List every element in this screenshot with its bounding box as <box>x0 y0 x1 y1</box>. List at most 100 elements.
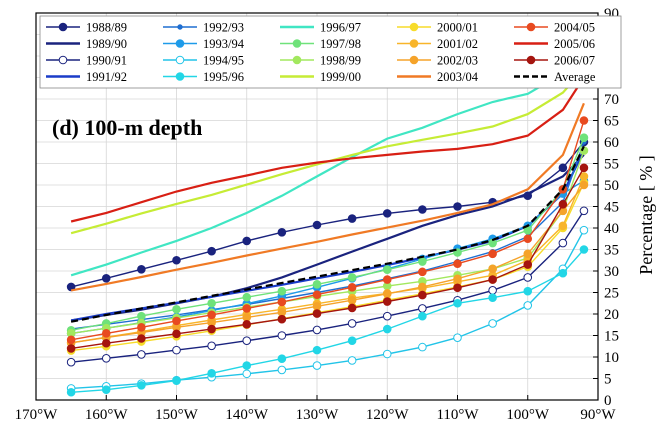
series-line <box>70 150 585 335</box>
data-point <box>347 303 357 313</box>
y-tick-label: 0 <box>604 393 612 409</box>
y-tick-label: 40 <box>604 221 619 237</box>
data-point <box>207 310 216 320</box>
data-point <box>242 292 252 302</box>
legend-entry: 2006/07 <box>514 54 595 68</box>
y-tick-label: 60 <box>604 135 619 151</box>
legend-label: 2005/06 <box>554 37 595 51</box>
legend-entry: 1991/92 <box>46 70 127 84</box>
x-tick-label: 100°W <box>506 407 549 423</box>
data-point <box>277 365 287 375</box>
legend-marker <box>409 55 419 65</box>
x-tick-label: 110°W <box>436 407 479 423</box>
series-line <box>70 76 585 223</box>
data-point <box>382 209 392 218</box>
data-point <box>523 234 533 244</box>
series-line <box>70 167 585 350</box>
data-point <box>523 273 533 282</box>
legend-marker <box>526 22 536 32</box>
data-point <box>453 274 462 284</box>
y-tick-label: 55 <box>604 157 619 173</box>
data-point <box>242 369 252 379</box>
legend-label: 1991/92 <box>86 70 127 84</box>
data-point <box>347 273 357 282</box>
data-point <box>172 329 181 339</box>
legend-marker <box>177 24 183 30</box>
data-point <box>347 295 357 305</box>
data-point <box>66 335 76 345</box>
data-point <box>101 353 111 363</box>
legend-marker <box>58 55 68 65</box>
series-line <box>70 137 585 331</box>
legend-label: 1998/99 <box>320 54 361 68</box>
data-point <box>101 385 111 394</box>
data-point <box>382 265 392 275</box>
legend: 1988/89 1989/90 1990/91 1991/92 1992/93 1993/… <box>39 15 622 89</box>
series-line <box>70 68 585 235</box>
data-point <box>453 202 462 211</box>
data-point <box>242 304 252 313</box>
y-tick-label: 45 <box>604 200 619 216</box>
series-line <box>71 210 585 363</box>
legend-entry: 1999/00 <box>280 70 361 84</box>
data-point <box>453 259 462 268</box>
y-tick-label: 35 <box>604 243 619 259</box>
legend-label: 2000/01 <box>437 21 478 35</box>
data-point <box>382 289 392 299</box>
series-2003-04 <box>70 102 585 292</box>
data-point <box>347 283 357 292</box>
data-point <box>66 282 76 292</box>
data-point <box>523 260 533 269</box>
data-point <box>242 320 252 329</box>
legend-label: 1990/91 <box>86 54 127 68</box>
legend-entry: 2000/01 <box>397 21 478 35</box>
x-tick-label: 90°W <box>580 407 616 423</box>
legend-label: 2006/07 <box>554 54 595 68</box>
data-point <box>137 334 146 343</box>
legend-marker <box>409 22 419 32</box>
data-point <box>347 319 357 328</box>
data-point <box>382 297 392 306</box>
data-point <box>347 336 357 345</box>
data-point <box>579 172 589 181</box>
legend-marker <box>526 55 536 65</box>
series-1996-97 <box>70 52 585 277</box>
legend-marker <box>175 55 185 65</box>
data-point <box>579 180 589 190</box>
x-tick-label: 150°W <box>155 407 198 423</box>
data-point <box>418 257 427 266</box>
legend-marker <box>409 39 419 48</box>
data-point <box>382 275 392 284</box>
y-tick-label: 65 <box>604 114 619 130</box>
legend-label: 1989/90 <box>86 37 127 51</box>
legend-entry: 2004/05 <box>514 21 595 35</box>
data-point <box>382 311 392 321</box>
legend-entry: 2002/03 <box>397 54 478 68</box>
x-tick-label: 170°W <box>15 407 58 423</box>
legend-label: Average <box>554 70 596 84</box>
legend-entry: 2001/02 <box>397 37 478 51</box>
data-point <box>172 304 181 314</box>
legend-label: 1988/89 <box>86 21 127 35</box>
data-point <box>558 200 568 209</box>
data-point <box>277 228 287 237</box>
legend-label: 1997/98 <box>320 37 361 51</box>
y-axis-label: Percentage [ % ] <box>636 155 656 274</box>
legend-entry: 1997/98 <box>280 37 361 51</box>
data-point <box>558 221 568 231</box>
data-point <box>242 361 252 370</box>
series-group <box>66 52 589 397</box>
data-point <box>101 274 111 283</box>
legend-marker <box>175 39 185 48</box>
legend-marker <box>175 72 185 81</box>
data-point <box>172 316 181 326</box>
data-point <box>66 387 76 397</box>
data-point <box>312 325 322 335</box>
series-line <box>70 176 585 344</box>
data-point <box>312 361 322 370</box>
legend-label: 2004/05 <box>554 21 595 35</box>
data-point <box>418 282 427 292</box>
legend-label: 2001/02 <box>437 37 478 51</box>
